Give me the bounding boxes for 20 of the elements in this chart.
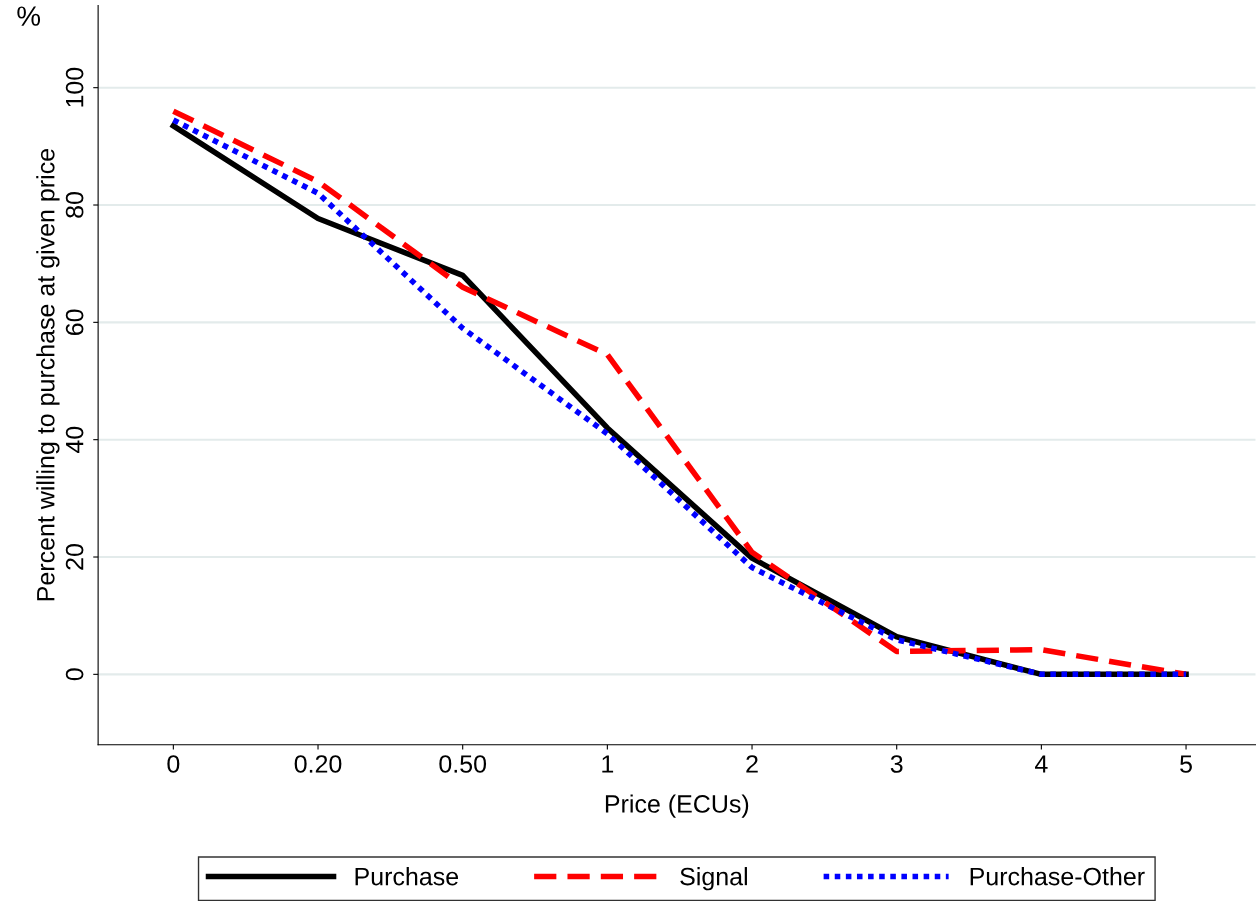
y-tick-label: 80 xyxy=(65,192,84,218)
y-tick-label: 20 xyxy=(65,544,84,570)
x-tick-label: 0.50 xyxy=(439,755,487,773)
x-tick-label: 5 xyxy=(1180,755,1192,773)
x-tick-label: 4 xyxy=(1035,755,1048,773)
y-tick-label: 100 xyxy=(65,67,84,107)
y-axis-title: Percent willing to purchase at given price xyxy=(36,149,60,601)
x-tick-label: 1 xyxy=(602,755,614,773)
x-tick-label: 0.20 xyxy=(294,755,342,773)
x-tick-label: 2 xyxy=(746,755,758,773)
legend-label: Purchase xyxy=(355,867,459,886)
text: % xyxy=(17,6,41,26)
legend-label: Purchase-Other xyxy=(970,867,1145,886)
x-axis-title: Price (ECUs) xyxy=(605,794,749,818)
y-tick-label: 0 xyxy=(65,668,84,681)
legend-label: Signal xyxy=(680,867,747,891)
y-tick-label: 60 xyxy=(65,309,84,335)
x-tick-label: 0 xyxy=(167,755,180,773)
y-tick-label: 40 xyxy=(65,426,84,454)
x-tick-label: 3 xyxy=(890,755,903,773)
